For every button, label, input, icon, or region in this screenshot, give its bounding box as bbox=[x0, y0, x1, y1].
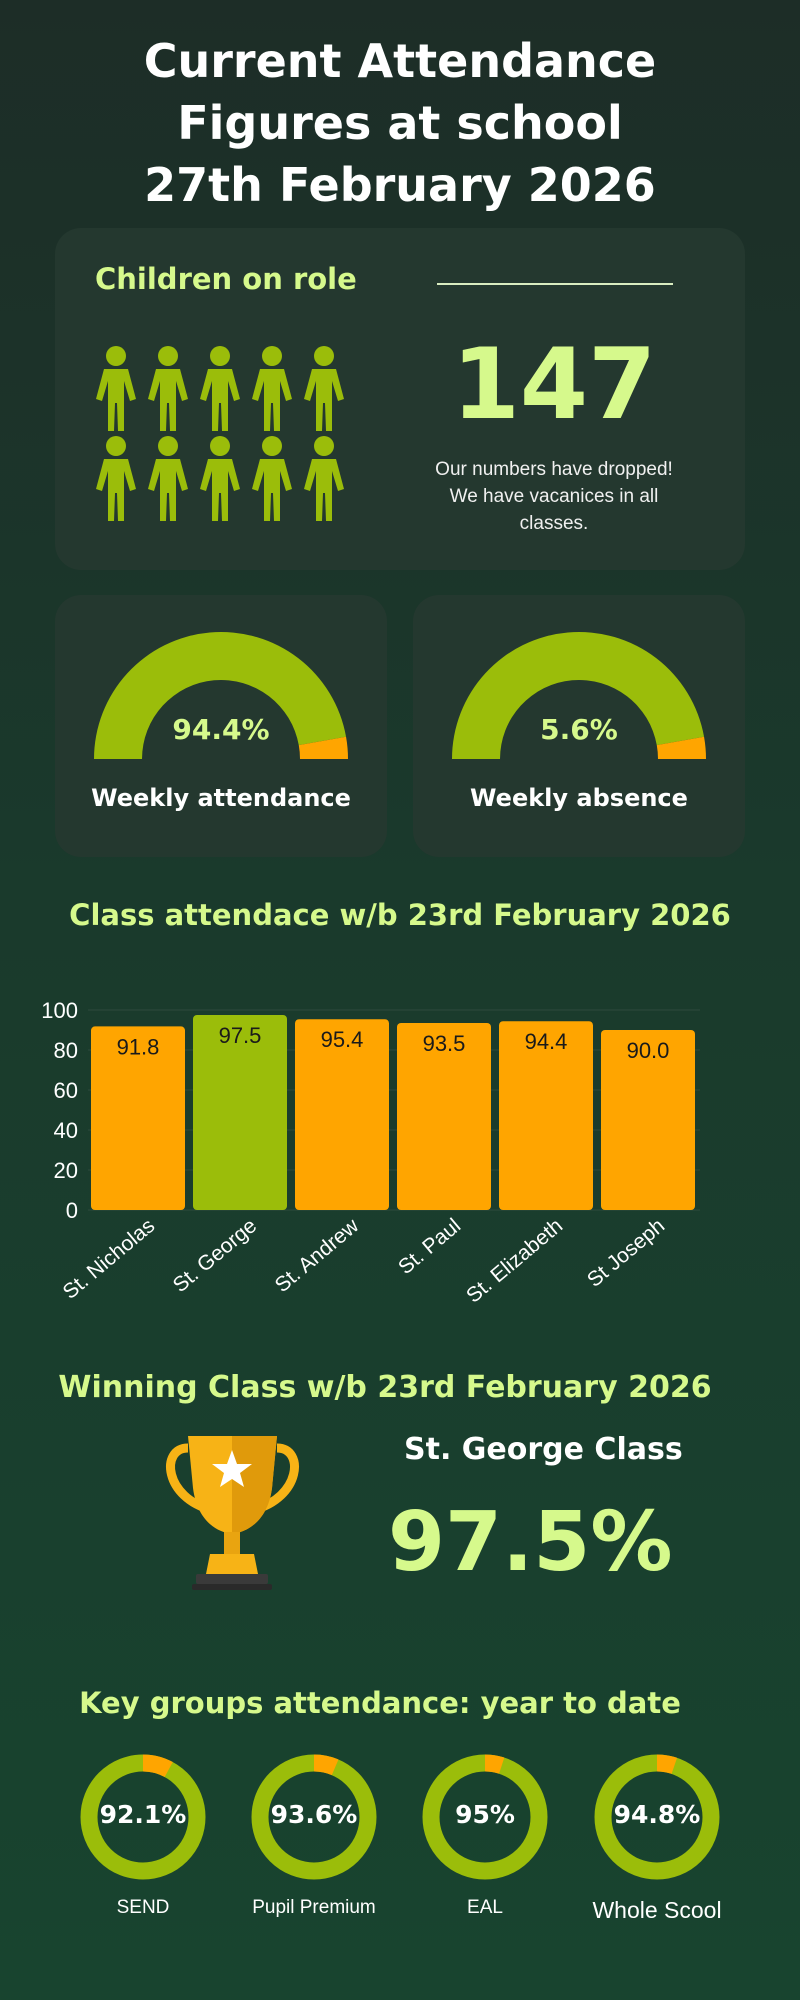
x-tick-label: St. Paul bbox=[394, 1214, 465, 1279]
attendance-gauge bbox=[94, 632, 348, 759]
y-tick-label: 20 bbox=[54, 1158, 78, 1183]
person-icon bbox=[252, 346, 292, 431]
class-chart-heading: Class attendace w/b 23rd February 2026 bbox=[69, 898, 731, 932]
y-tick-label: 40 bbox=[54, 1118, 78, 1143]
eal-value: 95% bbox=[455, 1800, 515, 1829]
absence-gauge-label: Weekly absence bbox=[470, 784, 688, 812]
attendance-gauge-label: Weekly attendance bbox=[91, 784, 351, 812]
eal-label: EAL bbox=[467, 1897, 503, 1918]
bar-value-label: 90.0 bbox=[627, 1038, 670, 1063]
children-count: 147 bbox=[451, 328, 657, 442]
whole-school-donut bbox=[594, 1754, 720, 1880]
page-title: Current Attendance Figures at school 27t… bbox=[0, 30, 800, 216]
gauge-orange-segment bbox=[656, 736, 706, 759]
gauge-orange-segment bbox=[298, 736, 348, 759]
title-line-2: Figures at school bbox=[177, 96, 623, 150]
winner-class-name: St. George Class bbox=[404, 1432, 683, 1467]
bar-value-label: 94.4 bbox=[525, 1029, 568, 1054]
bar-value-label: 91.8 bbox=[117, 1034, 160, 1059]
person-icon bbox=[304, 346, 344, 431]
x-tick-label: St Joseph bbox=[583, 1214, 669, 1292]
trophy-icon bbox=[166, 1436, 299, 1590]
absence-gauge bbox=[452, 632, 706, 759]
bar-0 bbox=[91, 1026, 185, 1210]
x-tick-label: St. George bbox=[169, 1214, 262, 1297]
title-line-3: 27th February 2026 bbox=[144, 158, 656, 212]
pupil-premium-label: Pupil Premium bbox=[252, 1897, 376, 1918]
role-note: Our numbers have dropped! We have vacani… bbox=[400, 456, 708, 537]
winner-percentage: 97.5% bbox=[388, 1495, 673, 1590]
y-tick-label: 80 bbox=[54, 1038, 78, 1063]
heading-divider bbox=[437, 283, 673, 285]
bar-value-label: 95.4 bbox=[321, 1027, 364, 1052]
bar-value-label: 97.5 bbox=[219, 1023, 262, 1048]
key-groups-heading: Key groups attendance: year to date bbox=[79, 1686, 681, 1720]
donut-remainder-arc bbox=[80, 1754, 206, 1880]
role-note-line-3: classes. bbox=[519, 513, 589, 534]
bar-1 bbox=[193, 1015, 287, 1210]
whole-school-value: 94.8% bbox=[613, 1800, 701, 1829]
eal-donut bbox=[422, 1754, 548, 1880]
donut-remainder-arc bbox=[422, 1754, 548, 1880]
role-note-line-1: Our numbers have dropped! bbox=[435, 459, 673, 480]
bar-value-label: 93.5 bbox=[423, 1031, 466, 1056]
x-tick-label: St. Nicholas bbox=[59, 1214, 160, 1304]
donut-remainder-arc bbox=[594, 1754, 720, 1880]
bar-2 bbox=[295, 1019, 389, 1210]
class-attendance-chart: 0 20 40 60 80 100 91.8 St. Nicholas 97.5 St. Geor… bbox=[41, 998, 700, 1308]
send-label: SEND bbox=[116, 1897, 170, 1918]
x-tick-label: St. Elizabeth bbox=[462, 1214, 567, 1307]
children-on-role-heading: Children on role bbox=[95, 262, 357, 296]
winner-heading: Winning Class w/b 23rd February 2026 bbox=[58, 1370, 712, 1405]
person-icon bbox=[200, 436, 240, 521]
person-icon bbox=[200, 346, 240, 431]
gauge-green-segment bbox=[94, 632, 347, 759]
pupil-premium-donut bbox=[251, 1754, 377, 1880]
person-icon bbox=[96, 346, 136, 431]
send-value: 92.1% bbox=[99, 1800, 187, 1829]
gauge-green-segment bbox=[452, 632, 705, 759]
bar-3 bbox=[397, 1023, 491, 1210]
person-icon bbox=[96, 436, 136, 521]
person-icon bbox=[304, 436, 344, 521]
whole-school-label: Whole Scool bbox=[592, 1897, 722, 1923]
bar-5 bbox=[601, 1030, 695, 1210]
absence-gauge-value: 5.6% bbox=[540, 713, 618, 746]
x-tick-label: St. Andrew bbox=[271, 1214, 364, 1297]
person-icon bbox=[148, 436, 188, 521]
people-icon-grid bbox=[96, 346, 344, 521]
send-donut bbox=[80, 1754, 206, 1880]
role-note-line-2: We have vacanices in all bbox=[449, 486, 659, 507]
attendance-gauge-value: 94.4% bbox=[172, 713, 270, 746]
y-tick-label: 100 bbox=[41, 998, 78, 1023]
donut-remainder-arc bbox=[251, 1754, 377, 1880]
title-line-1: Current Attendance bbox=[143, 34, 657, 88]
person-icon bbox=[148, 346, 188, 431]
person-icon bbox=[252, 436, 292, 521]
bar-4 bbox=[499, 1021, 593, 1210]
y-tick-label: 60 bbox=[54, 1078, 78, 1103]
y-tick-label: 0 bbox=[66, 1198, 78, 1223]
pupil-premium-value: 93.6% bbox=[270, 1800, 358, 1829]
